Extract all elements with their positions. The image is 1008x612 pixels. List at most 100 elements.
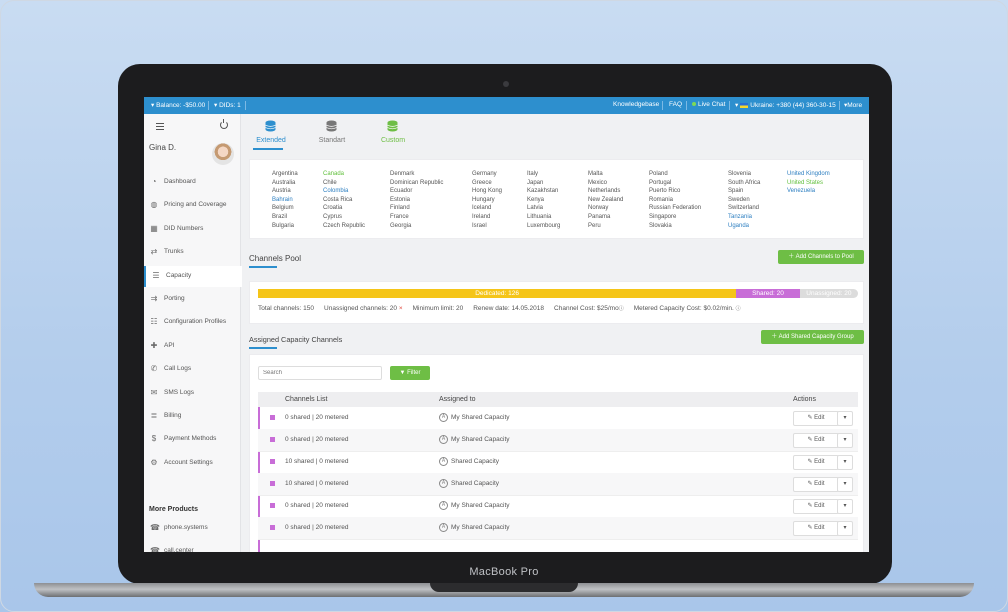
country-item[interactable]: Italy <box>527 171 539 177</box>
sidebar-item-dashboard[interactable]: ◔ Dashboard <box>144 172 240 193</box>
edit-button[interactable]: ✎ Edit <box>793 455 839 470</box>
search-input[interactable] <box>258 366 382 380</box>
country-item[interactable]: Ireland <box>472 213 491 220</box>
country-item[interactable]: Lithuania <box>527 213 552 220</box>
actions-dropdown-button[interactable]: ▾ <box>837 411 853 426</box>
sidebar-item-trunks[interactable]: ⇄ Trunks <box>144 242 240 263</box>
actions-dropdown-button[interactable]: ▾ <box>837 455 853 470</box>
add-shared-group-button[interactable]: ＋ Add Shared Capacity Group <box>761 330 864 344</box>
country-item[interactable]: Venezuela <box>787 188 816 195</box>
country-item[interactable]: Colombia <box>323 188 349 195</box>
country-item[interactable]: Kenya <box>527 196 545 203</box>
country-item[interactable]: Denmark <box>390 171 415 177</box>
faq-link[interactable]: FAQ <box>669 101 683 108</box>
country-item[interactable]: Brazil <box>272 213 288 220</box>
sidebar-item-payment-methods[interactable]: $ Payment Methods <box>144 429 240 450</box>
country-item[interactable]: Costa Rica <box>323 196 353 203</box>
country-item[interactable]: Switzerland <box>728 205 760 212</box>
dids-dropdown[interactable]: ▾ DIDs: 1 <box>214 102 241 109</box>
sidebar-item-billing[interactable]: ≣ Billing <box>144 406 240 427</box>
country-item[interactable]: Finland <box>390 205 410 212</box>
sidebar-item-configuration-profiles[interactable]: ☷ Configuration Profiles <box>144 312 240 333</box>
country-item[interactable]: Russian Federation <box>649 205 702 212</box>
info-icon[interactable]: ⓘ <box>618 306 624 312</box>
country-item[interactable]: Bulgaria <box>272 222 295 229</box>
country-item[interactable]: Greece <box>472 179 492 186</box>
menu-icon[interactable] <box>156 123 164 132</box>
country-item[interactable]: Tanzania <box>728 213 753 220</box>
country-item[interactable]: Romania <box>649 196 674 203</box>
add-channels-button[interactable]: ＋ Add Channels to Pool <box>778 250 864 264</box>
country-item[interactable]: Chile <box>323 179 337 186</box>
live-chat-link[interactable]: Live Chat <box>692 101 725 108</box>
phone-dropdown[interactable]: ▾ Ukraine: +380 (44) 360-30-15 <box>735 102 836 109</box>
edit-button[interactable]: ✎ Edit <box>793 521 839 536</box>
avatar[interactable] <box>212 143 234 165</box>
country-item[interactable]: Australia <box>272 179 296 186</box>
sidebar-item-account-settings[interactable]: ⚙ Account Settings <box>144 453 240 474</box>
more-dropdown[interactable]: ▾More <box>844 102 863 109</box>
product-call-center[interactable]: ☎ call.center <box>144 541 240 553</box>
country-item[interactable]: Peru <box>588 222 601 229</box>
country-item[interactable]: Slovakia <box>649 222 672 229</box>
country-item[interactable]: Israel <box>472 222 487 229</box>
remove-icon[interactable]: × <box>398 305 403 312</box>
country-item[interactable]: Austria <box>272 188 291 195</box>
edit-button[interactable]: ✎ Edit <box>793 411 839 426</box>
country-item[interactable]: Bahrain <box>272 196 293 203</box>
country-item[interactable]: Georgia <box>390 222 412 229</box>
product-phone-systems[interactable]: ☎ phone.systems <box>144 518 240 539</box>
country-item[interactable]: Mexico <box>588 179 608 186</box>
country-item[interactable]: Czech Republic <box>323 222 366 229</box>
country-item[interactable]: Slovenia <box>728 171 752 177</box>
actions-dropdown-button[interactable]: ▾ <box>837 477 853 492</box>
country-item[interactable]: Germany <box>472 171 497 177</box>
country-item[interactable]: Singapore <box>649 213 677 220</box>
filter-button[interactable]: ▼ Filter <box>390 366 430 380</box>
info-icon[interactable]: ⓘ <box>735 306 741 312</box>
country-item[interactable]: New Zealand <box>588 196 624 203</box>
sidebar-item-sms-logs[interactable]: ✉ SMS Logs <box>144 383 240 404</box>
country-item[interactable]: Hungary <box>472 196 495 203</box>
country-item[interactable]: Norway <box>588 205 609 212</box>
sidebar-item-api[interactable]: ✚ API <box>144 336 240 357</box>
sidebar-item-call-logs[interactable]: ✆ Call Logs <box>144 359 240 380</box>
country-item[interactable]: Sweden <box>728 196 750 203</box>
country-item[interactable]: Estonia <box>390 196 411 203</box>
country-item[interactable]: Kazakhstan <box>527 188 559 195</box>
sidebar-item-did-numbers[interactable]: ▦ DID Numbers <box>144 219 240 240</box>
actions-dropdown-button[interactable]: ▾ <box>837 521 853 536</box>
sidebar-item-porting[interactable]: ⇉ Porting <box>144 289 240 310</box>
country-item[interactable]: Croatia <box>323 205 343 212</box>
sidebar-item-capacity[interactable]: ☰ Capacity <box>144 265 242 287</box>
country-item[interactable]: Argentina <box>272 171 298 177</box>
country-item[interactable]: Hong Kong <box>472 188 503 195</box>
country-item[interactable]: Japan <box>527 179 544 186</box>
country-item[interactable]: Puerto Rico <box>649 188 681 195</box>
tab-standart[interactable]: Standart <box>304 114 360 150</box>
country-item[interactable]: United States <box>787 179 824 186</box>
edit-button[interactable]: ✎ Edit <box>793 477 839 492</box>
country-item[interactable]: Canada <box>323 171 345 177</box>
country-item[interactable]: Belgium <box>272 205 294 212</box>
power-icon[interactable] <box>220 119 228 129</box>
actions-dropdown-button[interactable]: ▾ <box>837 433 853 448</box>
country-item[interactable]: Portugal <box>649 179 672 186</box>
edit-button[interactable]: ✎ Edit <box>793 433 839 448</box>
country-item[interactable]: Netherlands <box>588 188 621 195</box>
country-item[interactable]: South Africa <box>728 179 761 186</box>
country-item[interactable]: Uganda <box>728 222 750 229</box>
country-item[interactable]: Spain <box>728 188 744 195</box>
sidebar-item-pricing-and-coverage[interactable]: ◍ Pricing and Coverage <box>144 195 240 216</box>
country-item[interactable]: Latvia <box>527 205 544 212</box>
country-item[interactable]: Ecuador <box>390 188 413 195</box>
country-item[interactable]: Iceland <box>472 205 492 212</box>
knowledgebase-link[interactable]: Knowledgebase <box>613 101 660 108</box>
edit-button[interactable]: ✎ Edit <box>793 499 839 514</box>
country-item[interactable]: France <box>390 213 409 220</box>
actions-dropdown-button[interactable]: ▾ <box>837 499 853 514</box>
tab-extended[interactable]: Extended <box>243 114 299 150</box>
balance-dropdown[interactable]: ▾ Balance: -$50.00 <box>151 102 206 109</box>
tab-custom[interactable]: Custom <box>365 114 421 150</box>
country-item[interactable]: Poland <box>649 171 668 177</box>
